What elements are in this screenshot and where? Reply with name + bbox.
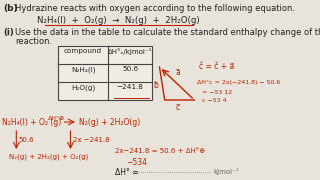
Text: H₂O(g): H₂O(g) <box>71 84 95 91</box>
Text: N₂(g) + 2H₂(g) + O₂(g): N₂(g) + 2H₂(g) + O₂(g) <box>9 153 88 159</box>
Text: Hydrazine reacts with oxygen according to the following equation.: Hydrazine reacts with oxygen according t… <box>15 4 295 13</box>
Text: compound: compound <box>64 48 102 54</box>
Text: kJmol⁻¹: kJmol⁻¹ <box>213 168 238 175</box>
Text: (i): (i) <box>3 28 14 37</box>
Bar <box>58 46 152 100</box>
Text: c⃗: c⃗ <box>176 103 180 112</box>
Text: ΔH° =: ΔH° = <box>115 168 139 177</box>
Text: 2x−241.8 = 50.6 + ΔH°⊕: 2x−241.8 = 50.6 + ΔH°⊕ <box>115 148 205 154</box>
Text: ΔH°c = 2x(−241.8) − 50.6: ΔH°c = 2x(−241.8) − 50.6 <box>196 80 280 85</box>
Text: −241.8: −241.8 <box>117 84 144 90</box>
Text: č = č + a⃗: č = č + a⃗ <box>199 62 234 71</box>
Text: a⃗: a⃗ <box>176 68 180 77</box>
Text: reaction.: reaction. <box>15 37 52 46</box>
Text: Use the data in the table to calculate the standard enthalpy change of this: Use the data in the table to calculate t… <box>15 28 320 37</box>
Text: N₂H₄(l) + O₂ (g): N₂H₄(l) + O₂ (g) <box>2 118 61 127</box>
Text: −534: −534 <box>126 158 147 167</box>
Text: N₂H₄(l)  +  O₂(g)  →  N₂(g)  +  2H₂O(g): N₂H₄(l) + O₂(g) → N₂(g) + 2H₂O(g) <box>37 16 200 25</box>
Text: N₂(g) + 2H₂O(g): N₂(g) + 2H₂O(g) <box>79 118 140 127</box>
Text: ΔH°ₑ/kJmol⁻¹: ΔH°ₑ/kJmol⁻¹ <box>108 48 152 55</box>
Text: (b): (b) <box>3 4 18 13</box>
Text: = −53 12: = −53 12 <box>202 90 232 95</box>
Text: ΔH°⊕: ΔH°⊕ <box>48 116 66 121</box>
Text: 2x −241.8: 2x −241.8 <box>73 137 109 143</box>
Text: c −53 4: c −53 4 <box>202 98 226 103</box>
Text: 50.6: 50.6 <box>122 66 138 72</box>
Text: b⃗: b⃗ <box>153 80 158 89</box>
Text: N₂H₄(l): N₂H₄(l) <box>71 66 95 73</box>
Text: 50.6: 50.6 <box>19 137 34 143</box>
